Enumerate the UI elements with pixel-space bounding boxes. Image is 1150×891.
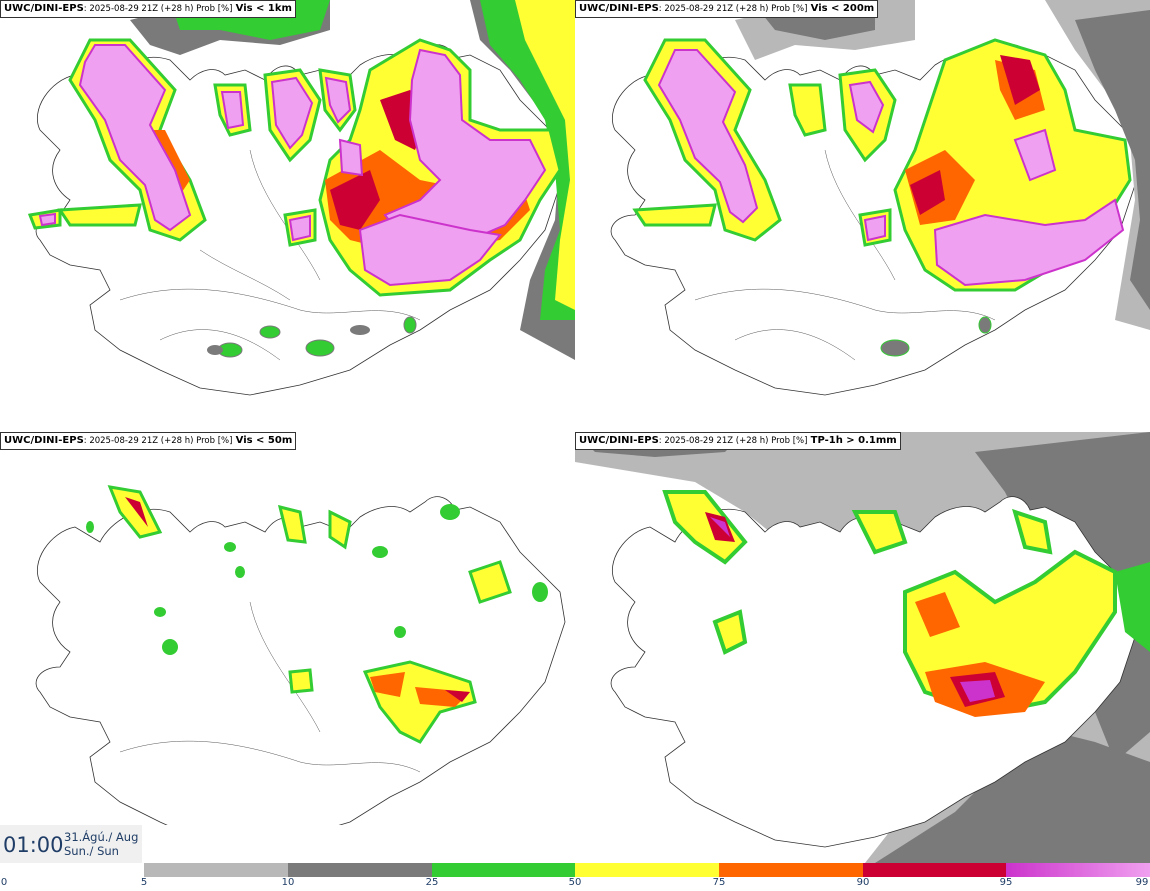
- map-panel-vis-50m: UWC/DINI-EPS: 2025-08-29 21Z (+28 h) Pro…: [0, 432, 575, 825]
- colorbar-band-90-95: [863, 863, 1006, 877]
- panel-title: UWC/DINI-EPS: 2025-08-29 21Z (+28 h) Pro…: [0, 0, 296, 18]
- colorbar-tick-10: 10: [281, 877, 295, 888]
- variable-label: Vis < 1km: [235, 3, 292, 14]
- colorbar-band-50-75: [575, 863, 719, 877]
- colorbar-band-10-25: [288, 863, 432, 877]
- map-vis-50m: [35, 485, 566, 825]
- valid-time-box: 01:00 31.Ágú./ Aug Sun./ Sun: [0, 825, 142, 863]
- colorbar-band-95-99: [1006, 863, 1150, 877]
- colorbar-tick-50: 50: [568, 877, 582, 888]
- colorbar-band-75-90: [719, 863, 863, 877]
- model-name: UWC/DINI-EPS: [4, 435, 84, 446]
- colorbar-tick-99: 99: [1135, 877, 1149, 888]
- colorbar-tick-0: 0: [0, 877, 8, 888]
- colorbar-band-25-50: [432, 863, 575, 877]
- map-vis-1km: [27, 0, 575, 396]
- colorbar-tick-90: 90: [856, 877, 870, 888]
- valid-date: 31.Ágú./ Aug Sun./ Sun: [64, 830, 138, 858]
- variable-label: Vis < 50m: [235, 435, 293, 446]
- colorbar-tick-75: 75: [712, 877, 726, 888]
- model-name: UWC/DINI-EPS: [579, 435, 659, 446]
- run-info: : 2025-08-29 21Z (+28 h) Prob [%]: [658, 4, 808, 14]
- model-name: UWC/DINI-EPS: [4, 3, 84, 14]
- panel-title: UWC/DINI-EPS: 2025-08-29 21Z (+28 h) Pro…: [0, 432, 297, 450]
- colorbar-band-5-10: [144, 863, 288, 877]
- colorbar-tick-5: 5: [140, 877, 148, 888]
- colorbar-tick-25: 25: [425, 877, 439, 888]
- variable-label: TP-1h > 0.1mm: [810, 435, 897, 446]
- map-vis-200m: [610, 0, 1150, 396]
- model-name: UWC/DINI-EPS: [579, 3, 659, 14]
- map-panel-tp-1h: UWC/DINI-EPS: 2025-08-29 21Z (+28 h) Pro…: [575, 432, 1150, 863]
- valid-date-line2: Sun./ Sun: [64, 844, 119, 858]
- valid-time: 01:00: [3, 833, 64, 857]
- map-tp-1h: [575, 432, 1150, 863]
- run-info: : 2025-08-29 21Z (+28 h) Prob [%]: [83, 4, 233, 14]
- panel-title: UWC/DINI-EPS: 2025-08-29 21Z (+28 h) Pro…: [575, 0, 879, 18]
- probability-colorbar: 0 5 10 25 50 75 90 95 99: [0, 863, 1150, 891]
- run-info: : 2025-08-29 21Z (+28 h) Prob [%]: [658, 436, 808, 446]
- run-info: : 2025-08-29 21Z (+28 h) Prob [%]: [83, 436, 233, 446]
- map-panel-vis-200m: UWC/DINI-EPS: 2025-08-29 21Z (+28 h) Pro…: [575, 0, 1150, 432]
- panel-title: UWC/DINI-EPS: 2025-08-29 21Z (+28 h) Pro…: [575, 432, 901, 450]
- map-panel-vis-1km: UWC/DINI-EPS: 2025-08-29 21Z (+28 h) Pro…: [0, 0, 575, 432]
- valid-date-line1: 31.Ágú./ Aug: [64, 830, 139, 844]
- variable-label: Vis < 200m: [810, 3, 875, 14]
- colorbar-tick-95: 95: [999, 877, 1013, 888]
